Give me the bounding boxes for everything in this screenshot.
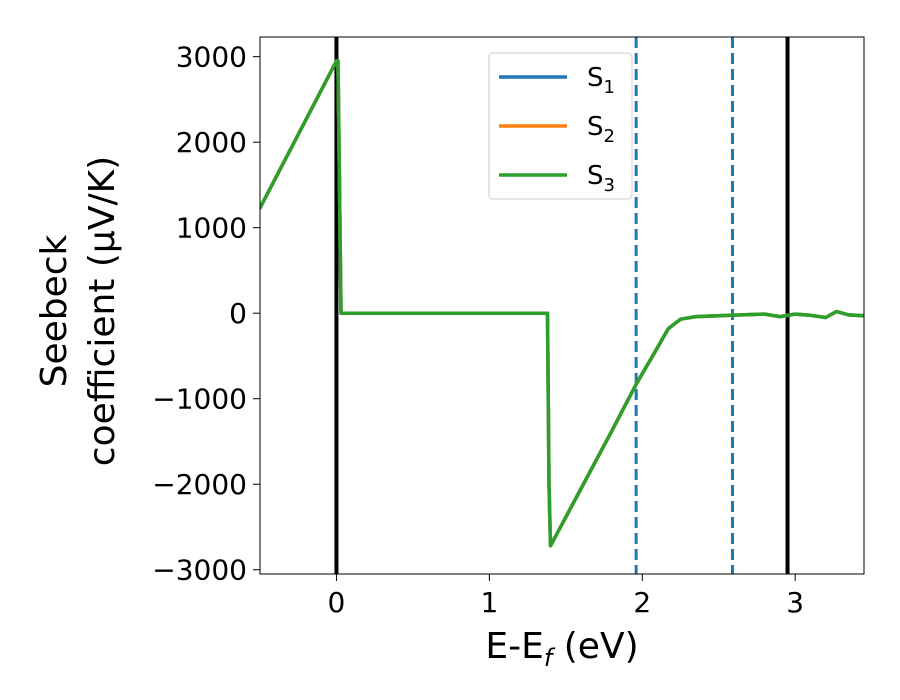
x-axis-title: E-Ef (eV) [485,626,638,672]
y-tick-label: −2000 [152,468,247,501]
plot-frame [259,36,865,575]
x-axis-title-main: E-E [485,626,543,667]
y-tick-label: 1000 [176,212,247,245]
x-tick-label: 0 [328,586,346,619]
plot-area [260,37,864,574]
x-tick-label: 3 [786,586,804,619]
series-lines [260,59,864,548]
y-tick-label: 3000 [176,41,247,74]
legend-label-S3: S3 [587,161,615,196]
series-line-S3 [260,59,864,548]
legend-items: S1 S2 S3 [499,63,615,196]
y-axis-title-line2: coefficient (μV/K) [82,156,123,466]
y-tick-label: 2000 [176,126,247,159]
y-tick-label: −1000 [152,383,247,416]
x-tick-label: 2 [633,586,651,619]
legend-label-S2: S2 [587,112,615,147]
legend-label-S1: S1 [587,63,615,98]
y-axis-title-line1: Seebeck [34,234,75,387]
y-axis-title: Seebeck coefficient (μV/K) [34,156,123,466]
y-tick-label: −3000 [152,554,247,587]
x-tick-label: 1 [480,586,498,619]
reference-lines [334,37,790,574]
y-tick-label: 0 [229,297,247,330]
axis-ticks: 0 1 2 3 −3000 −2000 −1000 0 1000 2000 3000 [152,41,804,619]
legend: S1 S2 S3 [488,52,633,200]
x-axis-title-tail: (eV) [552,626,638,667]
